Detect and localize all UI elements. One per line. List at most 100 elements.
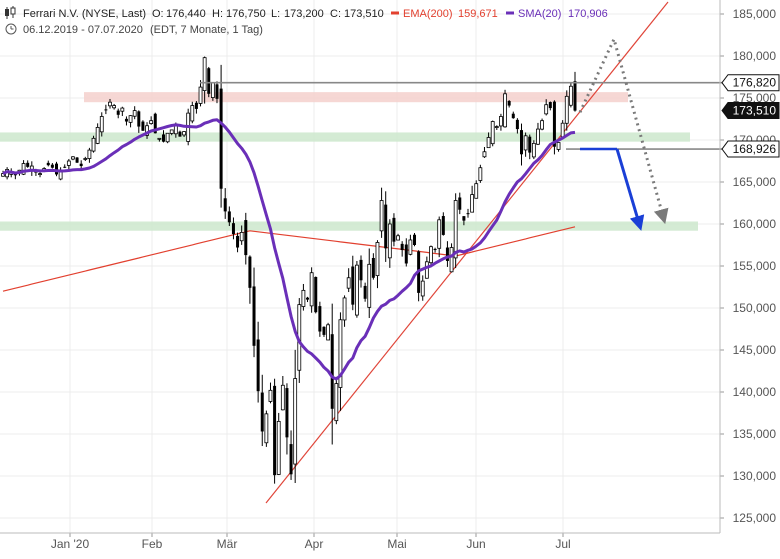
candle [91, 135, 96, 153]
chart-title: Ferrari N.V. (NYSE, Last) [23, 8, 146, 20]
candle-body-up [494, 126, 499, 128]
y-tick-label: 180,000 [733, 49, 777, 63]
x-tick-label: Mär [217, 537, 238, 551]
candle [531, 140, 536, 160]
candle [161, 130, 165, 143]
candle [108, 98, 112, 109]
zone-resistance [84, 92, 628, 103]
candle-body-down [26, 162, 30, 167]
candle [346, 268, 351, 293]
y-tick-label: 145,000 [733, 343, 777, 357]
candle [515, 118, 519, 134]
candle-body-down [256, 339, 260, 392]
candle-body-down [322, 326, 326, 335]
candle-type-icon[interactable] [5, 6, 16, 19]
candle-body-down [552, 101, 556, 147]
candle-body-down [466, 213, 470, 215]
price-labels: 176,820 173,510 168,926 [721, 74, 780, 158]
candle-body-down [384, 204, 388, 249]
x-tick-label: Jun [466, 537, 485, 551]
candle-body-down [273, 385, 277, 476]
candle [466, 208, 470, 218]
candle [66, 158, 71, 170]
price-label-text: 173,510 [733, 104, 777, 118]
candles [1, 56, 577, 484]
ema-200-line [2, 226, 576, 292]
candle-body-down [153, 113, 157, 134]
y-tick-label: 160,000 [733, 217, 777, 231]
candle-body-up [486, 137, 491, 149]
candle-body-up [424, 261, 429, 279]
candle [568, 82, 573, 108]
candle-body-up [66, 160, 71, 166]
candle [63, 164, 67, 169]
candle-body-down [215, 84, 219, 99]
candle [520, 123, 524, 166]
candle [359, 255, 363, 288]
candle [548, 101, 552, 111]
candle-body-up [326, 324, 330, 341]
candle-body-down [137, 111, 141, 127]
candle-body-up [165, 132, 170, 143]
candle [441, 212, 445, 236]
candle [104, 104, 108, 115]
candle [306, 296, 310, 303]
candle [474, 180, 479, 199]
candle-body-down [528, 136, 532, 153]
ema-line [2, 226, 576, 292]
ema-legend-label: EMA(200) [403, 8, 453, 20]
candle-body-up [87, 149, 92, 159]
candle-body-up [58, 171, 63, 180]
candle [280, 375, 285, 411]
candle-body-up [71, 156, 75, 160]
candle [194, 101, 198, 114]
candle [387, 219, 392, 268]
x-tick-label: Apr [305, 537, 324, 551]
trendline [265, 1, 669, 504]
candle [462, 216, 466, 226]
candle-body-up [157, 137, 162, 140]
sma-legend-label: SMA(20) [518, 8, 561, 20]
candle [215, 81, 219, 104]
ohlc-high-value: 176,750 [226, 8, 266, 20]
y-tick-label: 125,000 [733, 511, 777, 525]
candle-body-up [91, 137, 96, 152]
candle [486, 132, 491, 149]
y-tick-label: 185,000 [733, 7, 777, 21]
candle [54, 161, 58, 177]
candle-body-up [478, 167, 483, 181]
date-range: 06.12.2019 - 07.07.2020 [23, 24, 143, 36]
candle-body-down [207, 68, 211, 94]
y-tick-label: 150,000 [733, 301, 777, 315]
candle [132, 106, 137, 120]
candle-body-down [161, 134, 165, 142]
candle-body-down [515, 119, 519, 130]
candle [231, 217, 235, 240]
candle [499, 113, 503, 131]
candle-body-up [396, 235, 400, 241]
ohlc-low-label: L: [271, 8, 280, 20]
candle-body-down [520, 130, 524, 155]
candle-body-up [99, 116, 104, 133]
candle-body-down [194, 102, 198, 109]
candle-body-up [145, 125, 149, 136]
candle-body-up [112, 105, 117, 109]
candle [453, 193, 458, 269]
candle [326, 322, 330, 341]
candle [99, 112, 104, 137]
ohlc-open-value: 176,440 [166, 8, 206, 20]
candle-body-up [276, 420, 281, 475]
candle [392, 213, 396, 247]
projections [578, 34, 669, 231]
candle [445, 241, 449, 267]
x-tick-label: Mai [387, 537, 406, 551]
candle-body-up [301, 289, 306, 307]
candle-body-up [540, 120, 544, 130]
x-tick-label: Jan '20 [51, 537, 90, 551]
candle [165, 132, 170, 144]
candle [264, 410, 269, 447]
candle-body-down [227, 211, 231, 223]
candle [149, 116, 154, 125]
